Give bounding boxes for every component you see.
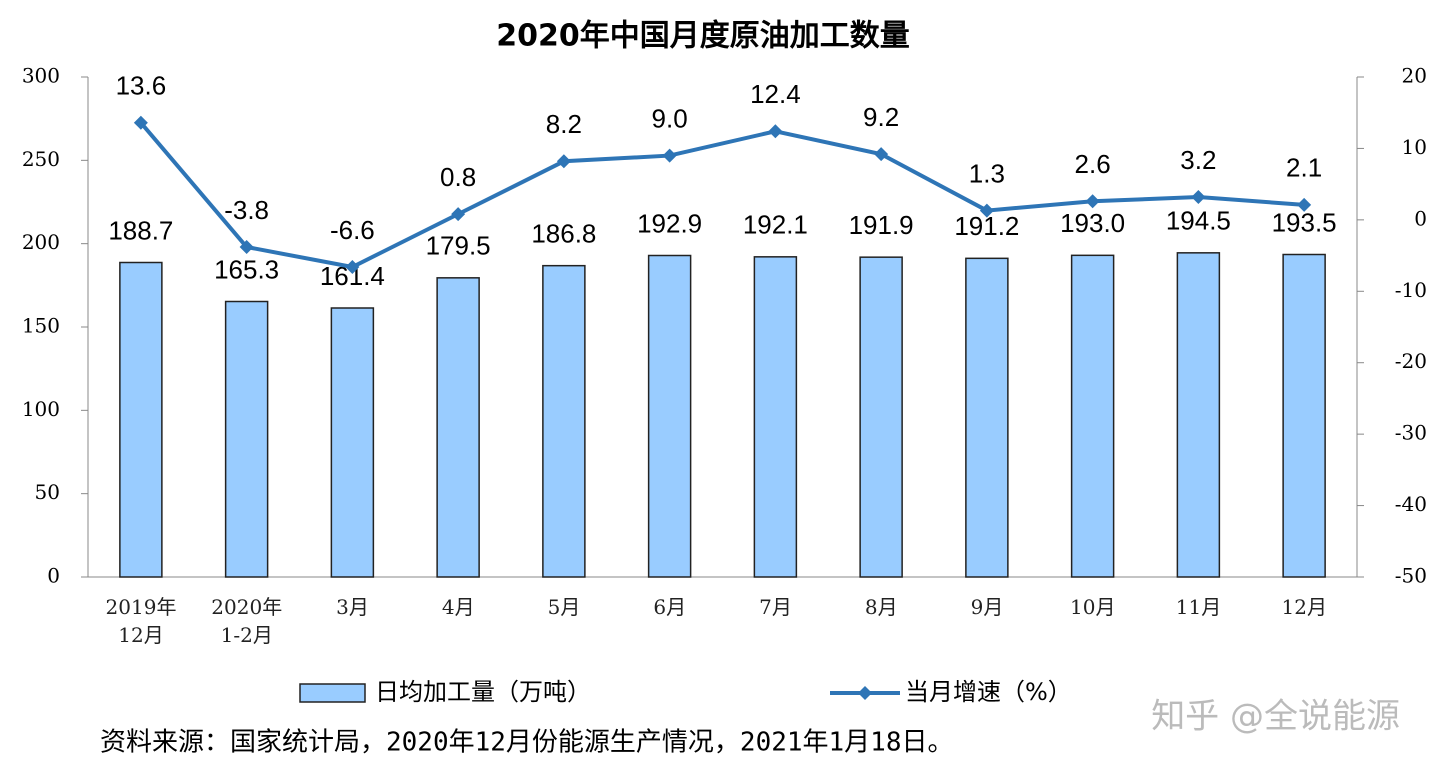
y2-tick-label: -20 <box>1395 349 1427 373</box>
x-tick-label: 5月 <box>547 595 581 619</box>
bar <box>436 277 480 578</box>
y-tick-label: 200 <box>22 230 60 254</box>
line-value-label: 1.3 <box>969 158 1005 188</box>
x-tick-label: 12月 <box>1281 595 1327 619</box>
legend-label: 当月增速（%） <box>905 678 1072 706</box>
y-tick-label: 0 <box>47 564 60 588</box>
line-point <box>768 124 783 139</box>
bar <box>1176 252 1221 578</box>
y2-tick-label: -40 <box>1395 492 1427 516</box>
legend-label: 日均加工量（万吨） <box>375 678 591 706</box>
line-value-label: 9.2 <box>863 102 899 132</box>
bar-value-label: 186.8 <box>531 219 596 249</box>
bar <box>753 256 798 578</box>
x-tick-label: 3月 <box>336 595 369 619</box>
bar <box>1282 253 1326 578</box>
bar-value-label: 165.3 <box>214 254 279 284</box>
bar <box>859 256 903 578</box>
line-point <box>874 147 889 162</box>
y2-tick-label: -50 <box>1395 564 1427 588</box>
line-point <box>133 115 148 130</box>
line-value-label: 12.4 <box>750 79 801 109</box>
line-value-label: 2.1 <box>1286 153 1322 183</box>
bar <box>330 307 375 578</box>
bar-value-label: 191.9 <box>849 210 914 240</box>
y2-tick-label: -30 <box>1395 421 1427 445</box>
watermark: 知乎 @全说能源 <box>1151 697 1400 737</box>
bar-value-label: 194.5 <box>1166 206 1231 236</box>
x-tick-label: 9月 <box>970 595 1004 619</box>
chart-title: 2020年中国月度原油加工数量 <box>496 19 910 54</box>
line-point <box>556 154 571 169</box>
line-point <box>1085 194 1100 209</box>
x-tick-label: 10月 <box>1070 595 1116 619</box>
line-value-label: -3.8 <box>224 195 269 225</box>
line <box>139 121 1305 270</box>
line-point <box>451 207 466 222</box>
line-value-label: 9.0 <box>652 103 688 133</box>
bar <box>542 264 586 578</box>
x-tick-label: 4月 <box>441 595 475 619</box>
y2-tick-label: 10 <box>1402 135 1427 159</box>
y2-tick-label: -10 <box>1395 278 1427 302</box>
bar-value-label: 193.0 <box>1060 208 1125 238</box>
bar <box>647 254 692 578</box>
line-value-label: 8.2 <box>546 109 582 139</box>
y2-tick-label: 20 <box>1402 64 1427 88</box>
line-point <box>1297 197 1312 212</box>
y2-tick-label: 0 <box>1414 206 1427 230</box>
y-tick-label: 100 <box>22 397 60 421</box>
x-tick-label: 2019年 12月 <box>105 595 177 647</box>
line-point <box>662 148 677 163</box>
x-tick-label: 6月 <box>653 595 687 619</box>
x-tick-label: 8月 <box>864 595 898 619</box>
line-point <box>239 240 254 254</box>
line-point <box>1191 190 1206 204</box>
bar <box>1070 254 1115 578</box>
y-tick-label: 300 <box>22 64 60 88</box>
line-value-label: 2.6 <box>1075 149 1111 179</box>
y-tick-label: 250 <box>22 147 60 171</box>
bar-value-label: 188.7 <box>108 215 173 245</box>
line-value-label: 13.6 <box>116 71 167 101</box>
x-tick-label: 11月 <box>1175 595 1222 619</box>
x-tick-label: 7月 <box>759 595 792 619</box>
bar-value-label: 192.1 <box>743 210 808 240</box>
bar <box>965 257 1009 578</box>
x-tick-label: 2020年 1-2月 <box>211 595 283 647</box>
line-point <box>979 203 994 218</box>
line-point <box>345 260 360 274</box>
legend-marker <box>858 686 872 700</box>
y-tick-label: 50 <box>35 480 60 504</box>
line-value-label: 0.8 <box>440 162 476 192</box>
bar-value-label: 179.5 <box>426 231 491 261</box>
line-value-label: -6.6 <box>330 215 375 245</box>
y-tick-label: 150 <box>22 314 60 338</box>
bar <box>119 261 163 578</box>
legend-swatch <box>299 683 366 703</box>
source-note: 资料来源：国家统计局，2020年12月份能源生产情况，2021年1月18日。 <box>100 728 954 758</box>
bar-value-label: 193.5 <box>1272 207 1337 237</box>
bar <box>224 300 269 578</box>
line-value-label: 3.2 <box>1180 145 1216 175</box>
bar-value-label: 192.9 <box>637 208 702 238</box>
